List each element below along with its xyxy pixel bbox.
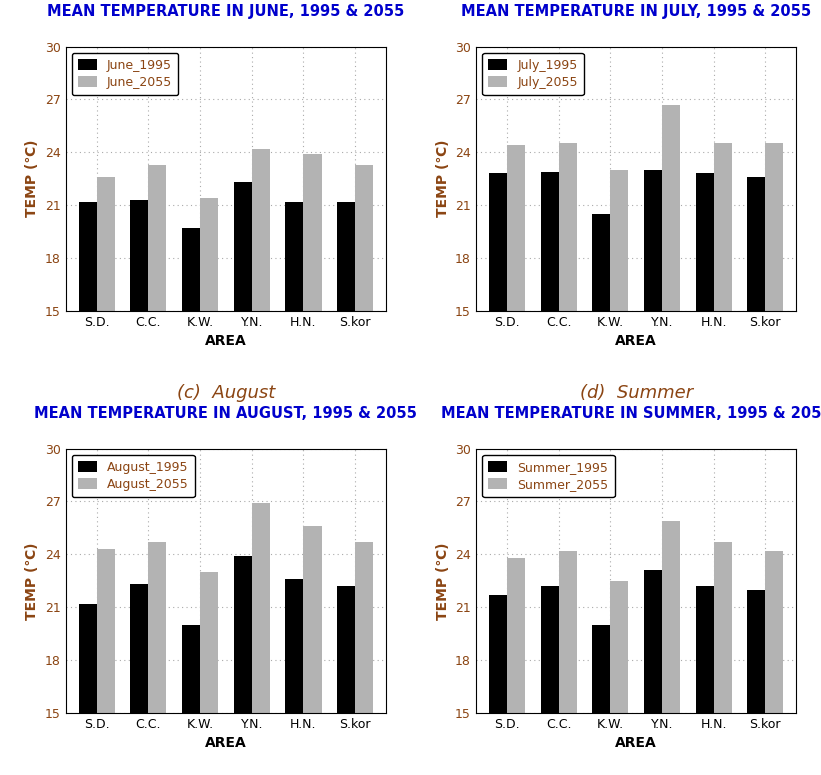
Bar	[337, 586, 355, 775]
Bar	[747, 590, 765, 775]
Bar	[713, 542, 732, 775]
X-axis label: AREA: AREA	[205, 334, 247, 349]
Bar	[695, 174, 713, 576]
Title: MEAN TEMPERATURE IN JULY, 1995 & 2055: MEAN TEMPERATURE IN JULY, 1995 & 2055	[461, 4, 811, 19]
Y-axis label: TEMP (℃): TEMP (℃)	[436, 140, 450, 218]
Bar	[540, 586, 558, 775]
Bar	[558, 143, 576, 576]
Y-axis label: TEMP (℃): TEMP (℃)	[25, 542, 39, 619]
Title: MEAN TEMPERATURE IN JUNE, 1995 & 2055: MEAN TEMPERATURE IN JUNE, 1995 & 2055	[48, 4, 405, 19]
Bar	[304, 154, 322, 576]
Y-axis label: TEMP (℃): TEMP (℃)	[25, 140, 39, 218]
Bar	[592, 214, 610, 576]
Legend: Summer_1995, Summer_2055: Summer_1995, Summer_2055	[482, 455, 614, 497]
Bar	[234, 182, 252, 576]
Bar	[182, 625, 200, 775]
Bar	[286, 202, 304, 576]
Bar	[713, 143, 732, 576]
Bar	[507, 558, 525, 775]
Title: MEAN TEMPERATURE IN SUMMER, 1995 & 2055: MEAN TEMPERATURE IN SUMMER, 1995 & 2055	[441, 406, 821, 421]
Bar	[337, 202, 355, 576]
Legend: June_1995, June_2055: June_1995, June_2055	[72, 53, 178, 95]
Bar	[644, 570, 662, 775]
Bar	[200, 572, 218, 775]
Bar	[644, 170, 662, 576]
Bar	[747, 177, 765, 576]
Y-axis label: TEMP (℃): TEMP (℃)	[436, 542, 450, 619]
Bar	[662, 521, 680, 775]
Title: MEAN TEMPERATURE IN AUGUST, 1995 & 2055: MEAN TEMPERATURE IN AUGUST, 1995 & 2055	[34, 406, 417, 421]
X-axis label: AREA: AREA	[615, 334, 657, 349]
Bar	[97, 549, 115, 775]
Text: (c)  August: (c) August	[177, 384, 275, 402]
Bar	[79, 202, 97, 576]
Bar	[131, 200, 149, 576]
Text: (d)  Summer: (d) Summer	[580, 384, 693, 402]
Bar	[488, 174, 507, 576]
Bar	[765, 551, 783, 775]
X-axis label: AREA: AREA	[205, 736, 247, 750]
Bar	[97, 177, 115, 576]
Bar	[610, 170, 628, 576]
Bar	[610, 580, 628, 775]
X-axis label: AREA: AREA	[615, 736, 657, 750]
Bar	[79, 604, 97, 775]
Bar	[182, 228, 200, 576]
Bar	[131, 584, 149, 775]
Bar	[488, 595, 507, 775]
Bar	[695, 586, 713, 775]
Bar	[507, 145, 525, 576]
Legend: July_1995, July_2055: July_1995, July_2055	[482, 53, 584, 95]
Legend: August_1995, August_2055: August_1995, August_2055	[72, 455, 195, 497]
Bar	[149, 542, 167, 775]
Bar	[558, 551, 576, 775]
Bar	[200, 198, 218, 576]
Bar	[304, 526, 322, 775]
Bar	[252, 503, 270, 775]
Bar	[592, 625, 610, 775]
Bar	[355, 164, 374, 576]
Bar	[149, 164, 167, 576]
Bar	[765, 143, 783, 576]
Bar	[540, 172, 558, 576]
Bar	[252, 149, 270, 576]
Bar	[355, 542, 374, 775]
Bar	[662, 105, 680, 576]
Bar	[234, 556, 252, 775]
Bar	[286, 579, 304, 775]
